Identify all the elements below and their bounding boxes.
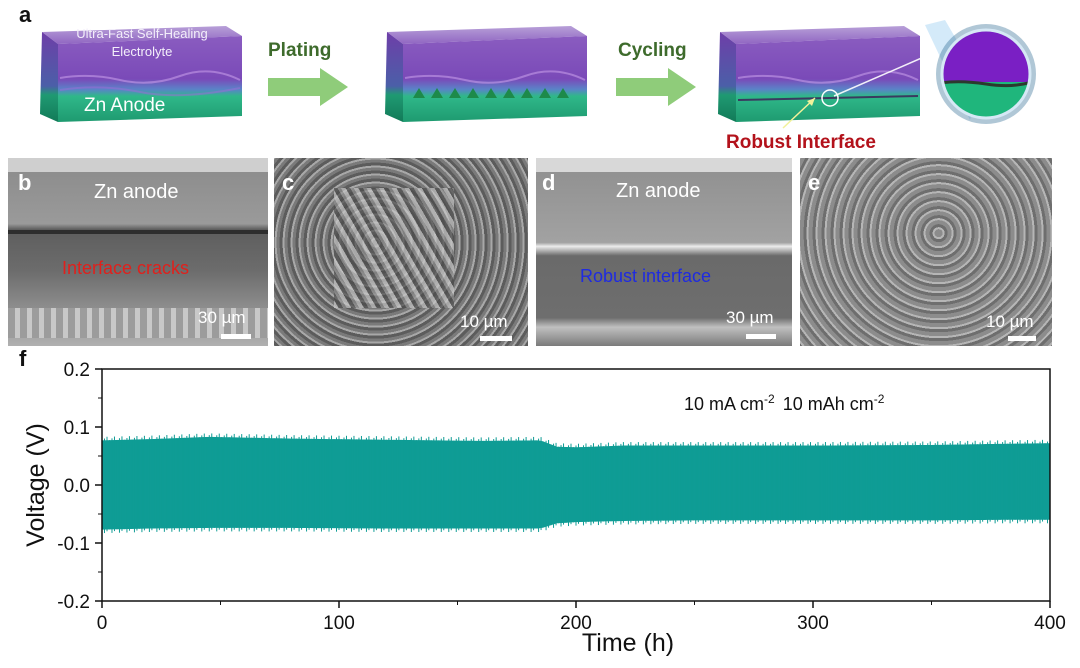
axes: 0 100 200 300 400 -0.2 -0.1 0.0 0.1 0.2 <box>57 360 1066 634</box>
current-capacity-annotation: 10 mA cm-2 10 mAh cm-2 <box>684 392 885 414</box>
panel-b-letter: b <box>18 170 32 195</box>
electrolyte-anode-block-plated <box>385 26 587 122</box>
x-tick-label: 0 <box>97 613 108 634</box>
electrolyte-anode-block-initial <box>40 26 242 122</box>
sem-image-c: c 10 µm <box>274 158 528 346</box>
panel-e-scale-bar <box>1008 336 1036 341</box>
plating-arrow <box>268 68 348 106</box>
panel-d-letter: d <box>542 170 556 195</box>
y-axis-title: Voltage (V) <box>22 423 50 547</box>
annotation-current: 10 mA cm <box>684 394 764 414</box>
panel-d-scale-label: 30 µm <box>726 308 774 327</box>
electrolyte-anode-block-cycled <box>718 26 920 122</box>
sem-image-b: b Zn anode Interface cracks 30 µm <box>8 158 268 346</box>
robust-interface-label: Robust Interface <box>726 132 876 153</box>
panel-e-scale-label: 10 µm <box>986 312 1034 331</box>
panel-b-top-label: Zn anode <box>94 181 179 203</box>
electrolyte-label-line2: Electrolyte <box>111 44 173 59</box>
panel-a-letter: a <box>19 2 32 27</box>
y-tick-label: -0.1 <box>57 534 90 555</box>
x-axis-title: Time (h) <box>582 629 674 657</box>
annotation-current-exponent: -2 <box>764 392 775 406</box>
sem-image-e: e 10 µm <box>800 158 1052 346</box>
interface-pointer-arrow <box>782 97 816 129</box>
interface-cracks-label: Interface cracks <box>62 258 190 278</box>
panel-b-scale-bar <box>221 334 251 339</box>
panel-b-scale-label: 30 µm <box>198 308 246 327</box>
panel-c-scale-label: 10 µm <box>460 312 508 331</box>
panel-d-scale-bar <box>746 334 776 339</box>
zn-anode-label: Zn Anode <box>84 95 166 116</box>
x-tick-label: 200 <box>560 613 592 634</box>
y-tick-label: 0.2 <box>64 360 90 381</box>
y-tick-label: -0.2 <box>57 592 90 613</box>
interface-zoom-circle <box>833 20 1036 124</box>
x-tick-label: 400 <box>1034 613 1066 634</box>
annotation-capacity-exponent: -2 <box>874 392 885 406</box>
panel-c-scale-bar <box>480 336 512 341</box>
voltage-series-spikes-0 <box>101 433 1051 534</box>
cycling-arrow <box>616 68 696 106</box>
y-tick-label: 0.0 <box>64 476 90 497</box>
panel-c-letter: c <box>282 170 295 195</box>
annotation-capacity: 10 mAh cm <box>783 394 874 414</box>
step-cycling-label: Cycling <box>618 40 687 61</box>
plot-area <box>101 433 1051 534</box>
y-tick-label: 0.1 <box>64 418 90 439</box>
robust-interface-sem-label: Robust interface <box>580 266 712 286</box>
panel-d-top-label: Zn anode <box>616 180 701 202</box>
electrolyte-label-line1: Ultra-Fast Self-Healing <box>76 26 208 41</box>
step-plating-label: Plating <box>268 40 332 61</box>
x-tick-label: 300 <box>797 613 829 634</box>
panel-e-letter: e <box>808 170 821 195</box>
voltage-time-chart: 0 100 200 300 400-0.2-0.10.00.10.2 Time (h) … <box>22 360 1066 657</box>
panel-f-letter: f <box>19 346 27 371</box>
x-tick-label: 100 <box>323 613 355 634</box>
sem-image-d: d Zn anode Robust interface 30 µm <box>536 158 792 346</box>
